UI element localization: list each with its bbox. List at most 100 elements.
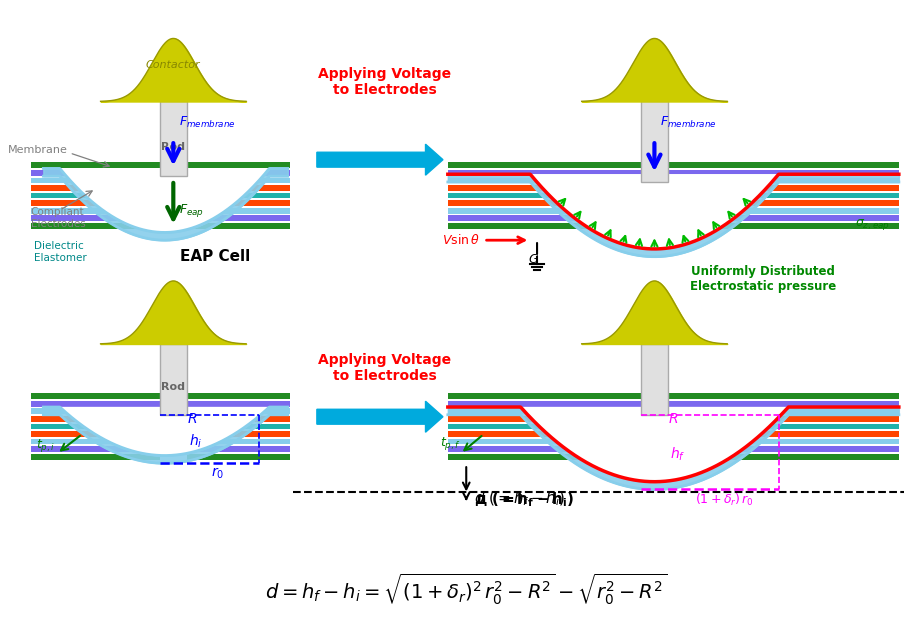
FancyBboxPatch shape	[187, 170, 290, 176]
FancyBboxPatch shape	[668, 424, 899, 429]
Text: $F_{membrane}$: $F_{membrane}$	[179, 115, 236, 131]
FancyBboxPatch shape	[668, 208, 899, 213]
FancyBboxPatch shape	[668, 215, 899, 221]
FancyBboxPatch shape	[668, 193, 899, 198]
FancyBboxPatch shape	[448, 223, 641, 229]
Text: Rod: Rod	[162, 142, 185, 152]
FancyBboxPatch shape	[187, 393, 290, 399]
FancyBboxPatch shape	[187, 177, 290, 183]
Text: $V\sin\theta$: $V\sin\theta$	[442, 233, 479, 247]
Text: $h_i$: $h_i$	[189, 432, 202, 450]
FancyBboxPatch shape	[448, 162, 641, 168]
FancyBboxPatch shape	[31, 431, 160, 437]
FancyBboxPatch shape	[448, 454, 641, 460]
FancyBboxPatch shape	[448, 200, 641, 206]
FancyBboxPatch shape	[448, 193, 641, 198]
FancyBboxPatch shape	[187, 401, 290, 407]
FancyBboxPatch shape	[668, 200, 899, 206]
Text: Compliant
Electrodes: Compliant Electrodes	[31, 207, 85, 229]
FancyBboxPatch shape	[448, 439, 641, 445]
Text: $G$: $G$	[528, 253, 539, 266]
FancyBboxPatch shape	[31, 208, 160, 213]
FancyBboxPatch shape	[31, 409, 160, 414]
FancyBboxPatch shape	[448, 185, 641, 191]
FancyBboxPatch shape	[31, 200, 160, 206]
Text: Contactor: Contactor	[146, 60, 201, 70]
Text: Membrane: Membrane	[7, 145, 67, 155]
FancyBboxPatch shape	[448, 424, 641, 429]
FancyBboxPatch shape	[448, 208, 641, 213]
FancyBboxPatch shape	[448, 431, 641, 437]
Text: $\bfд\ (= h_f - h_i)$: $\bfд\ (= h_f - h_i)$	[474, 490, 575, 509]
FancyBboxPatch shape	[448, 177, 641, 183]
FancyBboxPatch shape	[187, 446, 290, 452]
Text: $t_{p,i}$: $t_{p,i}$	[35, 437, 55, 454]
FancyBboxPatch shape	[31, 439, 160, 445]
FancyBboxPatch shape	[160, 101, 187, 176]
FancyBboxPatch shape	[641, 344, 668, 415]
Text: Applying Voltage
to Electrodes: Applying Voltage to Electrodes	[318, 353, 451, 383]
FancyBboxPatch shape	[668, 454, 899, 460]
FancyBboxPatch shape	[187, 416, 290, 422]
FancyBboxPatch shape	[31, 193, 160, 198]
FancyBboxPatch shape	[31, 177, 160, 183]
Text: $F_{eap}$: $F_{eap}$	[179, 202, 204, 218]
FancyBboxPatch shape	[668, 177, 899, 183]
FancyBboxPatch shape	[448, 393, 641, 399]
FancyBboxPatch shape	[187, 215, 290, 221]
FancyBboxPatch shape	[31, 185, 160, 191]
FancyBboxPatch shape	[187, 431, 290, 437]
FancyBboxPatch shape	[448, 215, 641, 221]
Polygon shape	[317, 401, 443, 432]
FancyBboxPatch shape	[31, 393, 160, 399]
FancyBboxPatch shape	[668, 185, 899, 191]
FancyBboxPatch shape	[187, 200, 290, 206]
Text: Uniformly Distributed
Electrostatic pressure: Uniformly Distributed Electrostatic pres…	[690, 265, 836, 293]
FancyBboxPatch shape	[448, 401, 641, 407]
FancyBboxPatch shape	[668, 416, 899, 422]
Text: Applying Voltage
to Electrodes: Applying Voltage to Electrodes	[318, 67, 451, 97]
FancyBboxPatch shape	[31, 162, 160, 168]
Text: $(1+\delta_r)\,r_0$: $(1+\delta_r)\,r_0$	[695, 491, 754, 508]
FancyBboxPatch shape	[187, 439, 290, 445]
Text: $R$: $R$	[668, 412, 678, 426]
Text: Dielectric
Elastomer: Dielectric Elastomer	[34, 241, 86, 262]
Text: $R$: $R$	[187, 412, 197, 426]
FancyBboxPatch shape	[668, 401, 899, 407]
FancyBboxPatch shape	[31, 215, 160, 221]
FancyBboxPatch shape	[187, 208, 290, 213]
FancyBboxPatch shape	[448, 446, 641, 452]
FancyBboxPatch shape	[668, 393, 899, 399]
FancyBboxPatch shape	[641, 101, 668, 182]
Text: $r_0$: $r_0$	[212, 465, 224, 481]
FancyBboxPatch shape	[187, 454, 290, 460]
FancyBboxPatch shape	[31, 454, 160, 460]
FancyBboxPatch shape	[448, 409, 641, 414]
FancyBboxPatch shape	[187, 223, 290, 229]
Text: $d = h_f - h_i = \sqrt{(1+\delta_r)^2\,r_0^2 - R^2} - \sqrt{r_0^2 - R^2}$: $d = h_f - h_i = \sqrt{(1+\delta_r)^2\,r…	[265, 572, 667, 607]
FancyBboxPatch shape	[31, 424, 160, 429]
FancyBboxPatch shape	[668, 446, 899, 452]
FancyBboxPatch shape	[668, 170, 899, 176]
FancyBboxPatch shape	[668, 409, 899, 414]
FancyBboxPatch shape	[668, 439, 899, 445]
FancyBboxPatch shape	[668, 431, 899, 437]
FancyBboxPatch shape	[187, 424, 290, 429]
FancyBboxPatch shape	[31, 446, 160, 452]
Text: $h_f$: $h_f$	[670, 445, 686, 463]
Text: Rod: Rod	[162, 382, 185, 392]
FancyBboxPatch shape	[160, 344, 187, 415]
FancyBboxPatch shape	[668, 223, 899, 229]
FancyBboxPatch shape	[31, 223, 160, 229]
FancyBboxPatch shape	[187, 193, 290, 198]
FancyBboxPatch shape	[187, 162, 290, 168]
FancyBboxPatch shape	[448, 416, 641, 422]
Text: $F_{membrane}$: $F_{membrane}$	[660, 115, 717, 131]
FancyBboxPatch shape	[448, 170, 641, 176]
FancyBboxPatch shape	[668, 162, 899, 168]
FancyBboxPatch shape	[31, 170, 160, 176]
Polygon shape	[317, 144, 443, 175]
FancyBboxPatch shape	[31, 416, 160, 422]
Text: $\mathit{d}\ (= h_f - h_i)$: $\mathit{d}\ (= h_f - h_i)$	[474, 490, 566, 508]
Text: EAP Cell: EAP Cell	[180, 249, 250, 264]
